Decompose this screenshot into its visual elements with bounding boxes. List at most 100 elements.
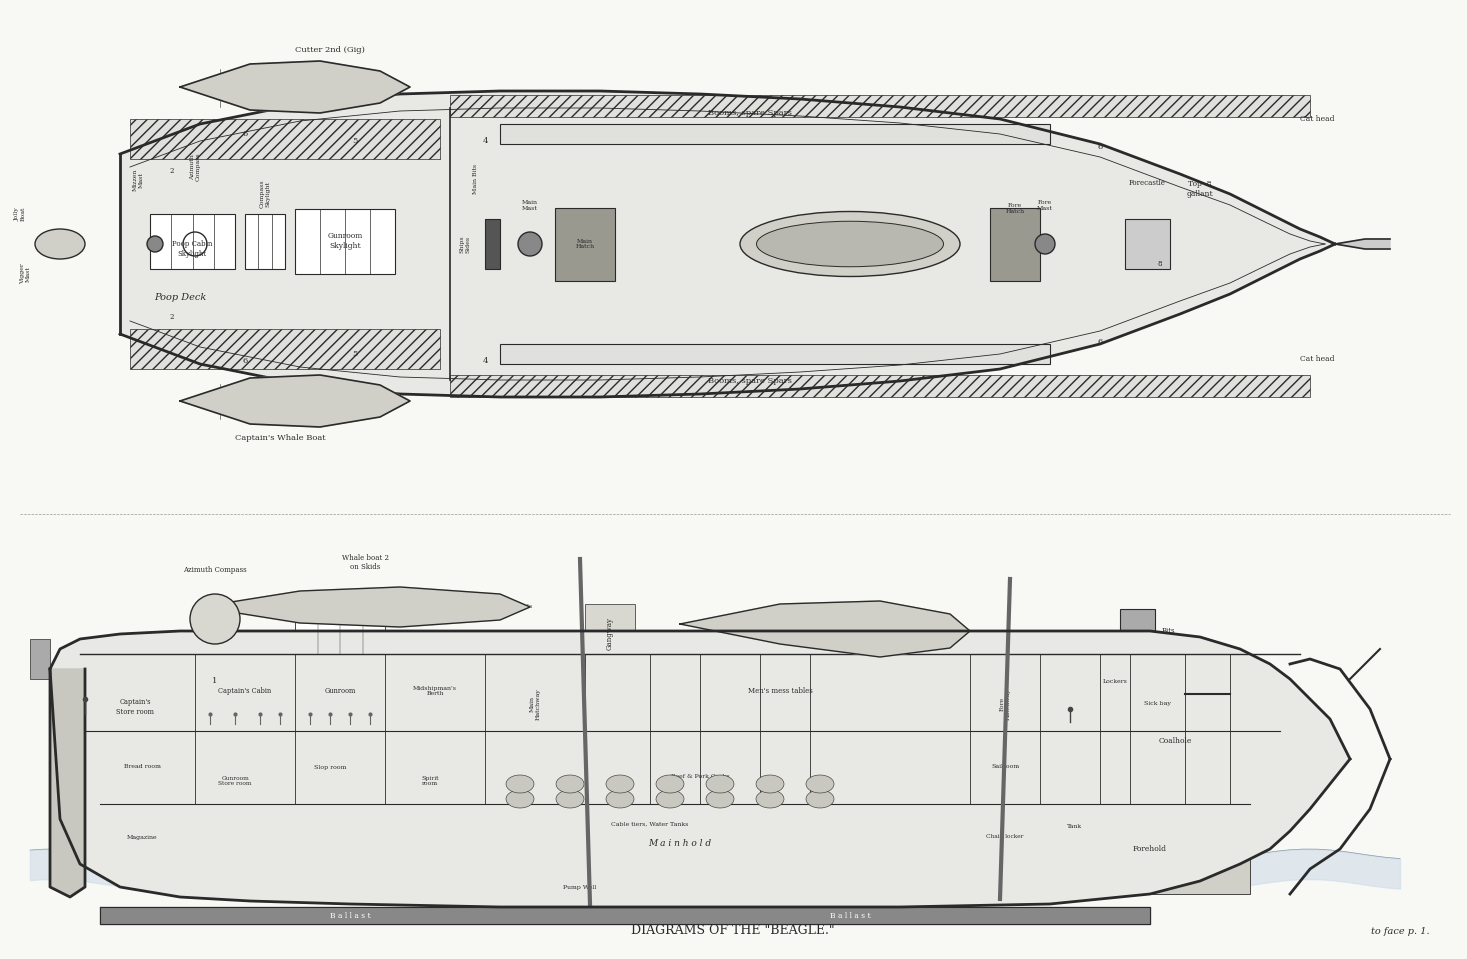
Bar xyxy=(131,329,440,369)
Text: Sailroom: Sailroom xyxy=(990,764,1020,769)
Text: Compass
Skylight: Compass Skylight xyxy=(260,179,270,208)
Text: Magazine: Magazine xyxy=(126,834,157,839)
Bar xyxy=(150,214,235,269)
Text: Beef & Pork Casks: Beef & Pork Casks xyxy=(670,775,729,780)
Bar xyxy=(970,731,1040,804)
Bar xyxy=(100,731,185,804)
Bar xyxy=(1100,731,1250,804)
Ellipse shape xyxy=(556,790,584,808)
Bar xyxy=(245,214,285,269)
Bar xyxy=(500,344,1050,364)
Text: Midshipman's
Berth: Midshipman's Berth xyxy=(414,686,458,696)
Text: 5: 5 xyxy=(352,137,358,145)
Text: Whale boat 2
on Skids: Whale boat 2 on Skids xyxy=(342,553,389,571)
Text: Vigger
Mast: Vigger Mast xyxy=(19,264,31,285)
Text: Forecastle: Forecastle xyxy=(1128,179,1165,187)
Text: Bits: Bits xyxy=(1162,627,1175,635)
Bar xyxy=(1040,654,1100,731)
Text: to face p. 1.: to face p. 1. xyxy=(1372,926,1430,935)
Text: B a l l a s t: B a l l a s t xyxy=(830,912,870,920)
Text: Main Bits: Main Bits xyxy=(472,164,477,194)
Text: Cable tiers, Water Tanks: Cable tiers, Water Tanks xyxy=(612,822,688,827)
Text: Cat head: Cat head xyxy=(1300,355,1335,363)
Text: 2: 2 xyxy=(170,167,175,175)
Bar xyxy=(500,124,1050,144)
Bar xyxy=(775,679,805,724)
Bar xyxy=(555,208,615,281)
Polygon shape xyxy=(120,91,1335,397)
Bar xyxy=(665,679,695,724)
Bar xyxy=(285,731,376,804)
Ellipse shape xyxy=(739,212,959,276)
Bar xyxy=(100,804,185,871)
Text: Jolly
Boat: Jolly Boat xyxy=(15,207,25,222)
Text: Booms, spare Spars: Booms, spare Spars xyxy=(709,377,792,385)
Text: Cutter 2nd (Gig): Cutter 2nd (Gig) xyxy=(295,46,365,54)
Bar xyxy=(990,208,1040,281)
Text: Cutter inside
Yawl: Cutter inside Yawl xyxy=(827,235,873,252)
Text: 8: 8 xyxy=(1157,260,1162,268)
Bar xyxy=(486,804,970,904)
Bar xyxy=(486,654,585,731)
Polygon shape xyxy=(50,669,85,897)
Circle shape xyxy=(518,232,541,256)
Bar xyxy=(1125,219,1171,269)
Text: Sick bay: Sick bay xyxy=(1144,701,1171,707)
Ellipse shape xyxy=(606,790,634,808)
Text: Azimuth Compass: Azimuth Compass xyxy=(183,566,246,574)
Text: Chain locker: Chain locker xyxy=(986,834,1024,839)
Text: Cat head: Cat head xyxy=(1300,115,1335,123)
Bar xyxy=(1130,654,1185,731)
Text: Main
Hatchway: Main Hatchway xyxy=(530,689,540,720)
Text: Fore
Hatch: Fore Hatch xyxy=(1005,203,1024,214)
Bar xyxy=(725,679,756,724)
Text: DIAGRAMS OF THE "BEAGLE.": DIAGRAMS OF THE "BEAGLE." xyxy=(631,924,835,938)
Bar xyxy=(376,731,486,804)
Text: M a i n h o l d: M a i n h o l d xyxy=(648,839,711,849)
Ellipse shape xyxy=(706,790,734,808)
Bar xyxy=(450,375,1310,397)
Text: 5: 5 xyxy=(352,350,358,358)
Text: Coalhole: Coalhole xyxy=(1159,737,1191,745)
Bar xyxy=(295,654,384,731)
Text: Fore
Mast: Fore Mast xyxy=(1037,200,1053,211)
Bar xyxy=(585,604,635,654)
Bar xyxy=(585,654,970,731)
Bar xyxy=(295,209,395,274)
Circle shape xyxy=(147,236,163,252)
Polygon shape xyxy=(180,375,409,427)
Text: Captain's
Store room: Captain's Store room xyxy=(116,698,154,715)
Ellipse shape xyxy=(656,790,684,808)
Text: Mizzen
Mast: Mizzen Mast xyxy=(132,169,144,191)
Bar xyxy=(1050,804,1250,894)
Text: Skids: Skids xyxy=(515,604,533,610)
Polygon shape xyxy=(681,601,970,657)
Text: Fore
Hatchway: Fore Hatchway xyxy=(999,689,1011,720)
Bar xyxy=(970,804,1040,871)
Bar xyxy=(384,654,486,731)
Bar xyxy=(970,654,1040,731)
Bar xyxy=(486,219,500,269)
Text: Captain's Whale Boat: Captain's Whale Boat xyxy=(235,434,326,442)
Ellipse shape xyxy=(606,775,634,793)
Text: Gunroom
Skylight: Gunroom Skylight xyxy=(327,232,362,249)
Text: Lockers: Lockers xyxy=(1103,679,1128,684)
Bar xyxy=(1100,654,1130,731)
Ellipse shape xyxy=(706,775,734,793)
Text: Poop Deck: Poop Deck xyxy=(154,292,207,301)
Circle shape xyxy=(1036,234,1055,254)
Text: 6: 6 xyxy=(1097,143,1103,151)
Polygon shape xyxy=(1335,239,1391,249)
Text: Yaul amidships
with Cutter inside: Yaul amidships with Cutter inside xyxy=(800,608,861,625)
Circle shape xyxy=(191,594,241,644)
Bar xyxy=(85,654,195,731)
Text: Gangway: Gangway xyxy=(606,618,615,650)
Polygon shape xyxy=(100,907,1150,924)
Text: Main
Mast: Main Mast xyxy=(522,200,538,211)
Text: Bread room: Bread room xyxy=(123,764,160,769)
Text: B a l l a s t: B a l l a s t xyxy=(330,912,370,920)
Text: Gunroom
Store room: Gunroom Store room xyxy=(219,776,252,786)
Text: Booms, spare Spars: Booms, spare Spars xyxy=(709,109,792,117)
Text: 6: 6 xyxy=(1097,338,1103,346)
Ellipse shape xyxy=(506,790,534,808)
